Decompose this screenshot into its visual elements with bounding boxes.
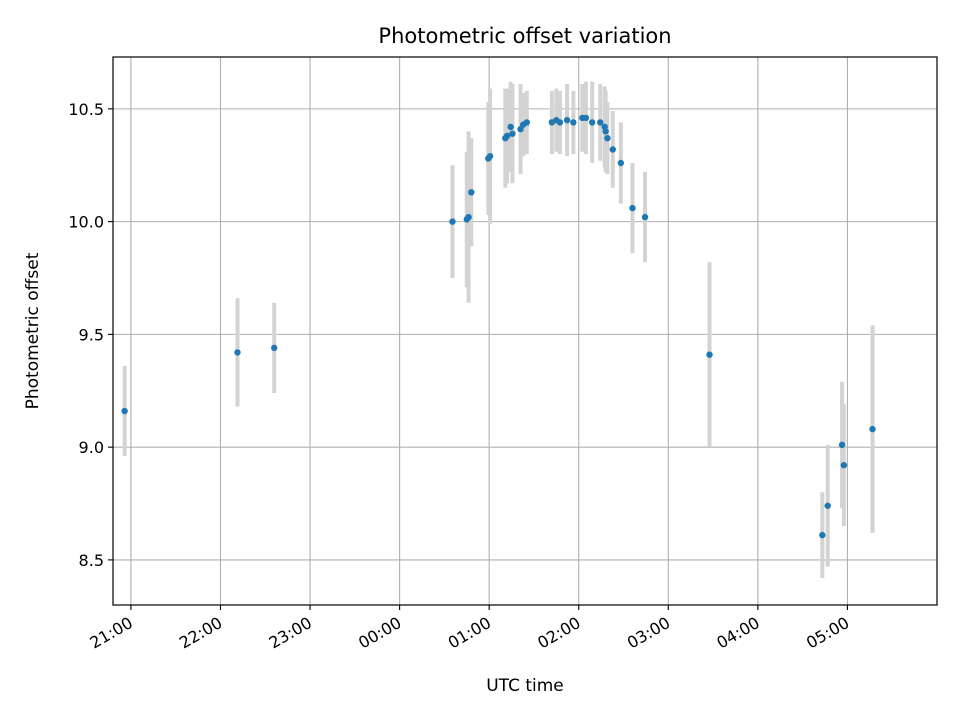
data-point <box>824 502 831 509</box>
y-tick-label: 10.0 <box>68 213 104 232</box>
data-point <box>507 123 514 131</box>
y-tick-label: 9.0 <box>79 438 104 457</box>
data-point <box>563 116 571 124</box>
data-point <box>234 349 241 356</box>
data-point <box>838 441 846 449</box>
data-point <box>588 119 596 126</box>
data-point <box>597 119 604 126</box>
data-point <box>869 425 876 433</box>
y-axis-label: Photometric offset <box>23 252 43 409</box>
plot-frame <box>112 56 938 606</box>
data-point <box>582 114 590 122</box>
data-point <box>570 119 577 126</box>
data-point <box>617 159 625 167</box>
y-tick-label: 8.5 <box>79 551 104 570</box>
data-point <box>641 213 649 221</box>
data-point <box>271 344 278 352</box>
data-point <box>523 119 530 126</box>
data-point <box>604 134 611 142</box>
data-point <box>509 130 516 137</box>
data-point <box>629 204 636 212</box>
y-tick-label: 10.5 <box>68 100 104 119</box>
data-point <box>840 461 848 469</box>
data-point <box>121 407 128 415</box>
data-point <box>602 128 609 135</box>
data-point <box>465 213 472 221</box>
data-point <box>449 218 456 225</box>
data-point <box>706 351 713 358</box>
data-point <box>468 189 475 196</box>
y-tick-label: 9.5 <box>79 325 104 344</box>
data-point <box>556 119 564 126</box>
data-point <box>819 531 826 539</box>
data-point <box>609 146 616 153</box>
data-point <box>486 153 494 160</box>
chart-title: Photometric offset variation <box>378 24 671 48</box>
data-points <box>121 114 876 539</box>
y-axis-ticks: 8.5 9.0 9.5 10.0 10.5 <box>68 100 113 570</box>
x-axis-label: UTC time <box>486 676 564 696</box>
data-point <box>503 132 511 140</box>
